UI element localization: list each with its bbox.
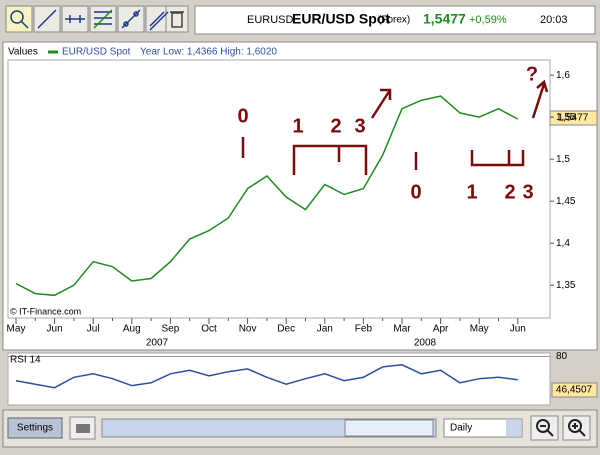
market: (Forex): [378, 15, 410, 26]
y-tick-label: 1,5: [556, 154, 570, 165]
year-label: 2007: [146, 338, 169, 349]
annotation: 2: [504, 181, 515, 203]
y-tick-label: 80: [556, 351, 568, 362]
y-tick-label: 1,55: [556, 112, 576, 123]
x-tick-label: Mar: [393, 324, 411, 335]
y-tick-label: 1,35: [556, 280, 576, 291]
rsi-title: RSI 14: [10, 355, 41, 366]
x-tick-label: May: [7, 324, 26, 335]
annotation: 2: [330, 115, 341, 137]
watermark: © IT-Finance.com: [10, 306, 81, 316]
annotation: 1: [466, 181, 477, 203]
delete-tool[interactable]: [165, 5, 189, 33]
legend-label: Values: [8, 47, 38, 58]
x-tick-label: Jun: [47, 324, 63, 335]
x-tick-label: Feb: [355, 324, 373, 335]
symbol: EURUSD: [247, 14, 294, 26]
annotation: 3: [354, 115, 365, 137]
annotation: 3: [522, 181, 533, 203]
print-icon: [76, 424, 90, 433]
x-tick-label: May: [470, 324, 489, 335]
price: 1,5477: [423, 11, 466, 27]
legend-entry: EUR/USD Spot: [62, 47, 131, 58]
annotation: ?: [526, 63, 538, 85]
y-tick-label: 1,45: [556, 196, 576, 207]
legend-info: Year Low: 1,4366 High: 1,6020: [140, 47, 277, 58]
x-tick-label: Jan: [317, 324, 333, 335]
rsi-value-box: [551, 382, 598, 398]
settings-label: Settings: [17, 423, 53, 434]
series-line: [15, 95, 519, 297]
x-tick-label: Sep: [162, 324, 180, 335]
quote-box: [194, 5, 596, 35]
rsi-value: 46,4507: [556, 385, 593, 396]
series-line: [15, 364, 518, 389]
interval-select[interactable]: [443, 418, 523, 438]
change: +0,59%: [469, 14, 507, 26]
x-tick-label: Apr: [433, 324, 449, 335]
x-tick-label: Oct: [201, 324, 217, 335]
y-tick-label: 1,6: [556, 70, 570, 81]
zoom-icons: [536, 419, 586, 437]
toolbar-icons: [10, 9, 184, 31]
interval-label: Daily: [450, 423, 472, 434]
zoom-out[interactable]: [530, 415, 559, 441]
price-tag: 1,5477: [558, 113, 589, 124]
x-tick-label: Jun: [510, 324, 526, 335]
zoom-tool[interactable]: [5, 5, 33, 33]
x-tick-label: Aug: [123, 324, 141, 335]
annotation: 1: [292, 115, 303, 137]
year-label: 2008: [414, 338, 437, 349]
rsi-area: [7, 352, 551, 406]
select-arrow[interactable]: [506, 420, 521, 436]
annotation: 0: [237, 105, 248, 127]
drawings: [241, 79, 549, 175]
x-tick-label: Dec: [277, 324, 295, 335]
y-tick-label: 1,4: [556, 238, 570, 249]
scroll-thumb[interactable]: [344, 419, 434, 437]
settings-button[interactable]: [7, 417, 63, 439]
x-tick-label: Jul: [87, 324, 100, 335]
annotation: 0: [410, 181, 421, 203]
price-box: [549, 110, 598, 126]
instrument-name: EUR/USD Spot: [292, 11, 390, 27]
time: 20:03: [540, 14, 568, 26]
x-tick-label: Nov: [239, 324, 257, 335]
